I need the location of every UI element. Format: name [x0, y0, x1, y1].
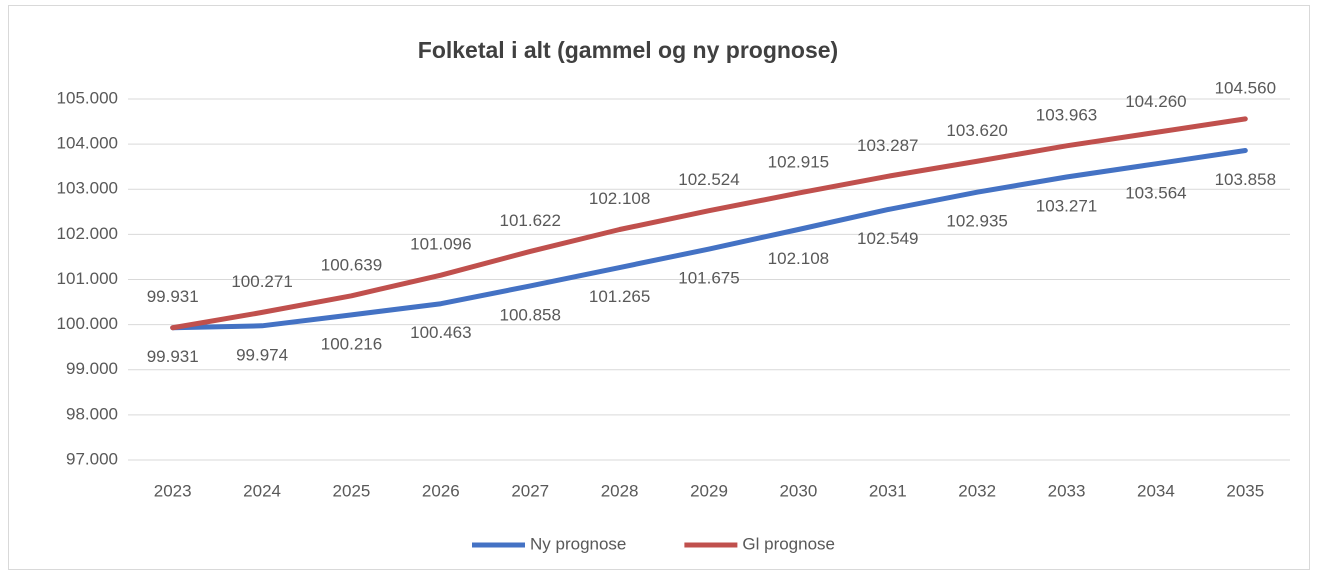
y-tick-label: 105.000	[57, 88, 118, 107]
x-tick-label: 2030	[779, 481, 817, 500]
data-label: 101.265	[589, 287, 650, 306]
data-label: 103.271	[1036, 197, 1097, 216]
data-label: 104.260	[1125, 92, 1186, 111]
series-line	[170, 148, 1248, 331]
x-tick-label: 2034	[1137, 481, 1175, 500]
data-label: 100.216	[321, 334, 382, 353]
data-label: 102.108	[589, 189, 650, 208]
x-tick-label: 2031	[869, 481, 907, 500]
y-tick-label: 101.000	[57, 269, 118, 288]
legend-label: Gl prognose	[742, 534, 835, 553]
data-label: 99.974	[236, 345, 288, 364]
y-tick-label: 99.000	[66, 359, 118, 378]
data-label: 100.858	[500, 305, 561, 324]
x-tick-label: 2023	[154, 481, 192, 500]
data-label: 101.622	[500, 211, 561, 230]
data-label: 99.931	[147, 347, 199, 366]
data-label: 102.935	[946, 212, 1007, 231]
data-label: 103.564	[1125, 183, 1186, 202]
data-label: 103.858	[1215, 170, 1276, 189]
data-label: 101.096	[410, 235, 471, 254]
data-label: 102.549	[857, 229, 918, 248]
x-tick-label: 2032	[958, 481, 996, 500]
y-tick-label: 98.000	[66, 404, 118, 423]
y-tick-label: 100.000	[57, 314, 118, 333]
x-tick-label: 2025	[333, 481, 371, 500]
x-tick-label: 2024	[243, 481, 281, 500]
x-tick-label: 2035	[1226, 481, 1264, 500]
y-tick-label: 97.000	[66, 449, 118, 468]
legend-label: Ny prognose	[530, 534, 626, 553]
y-tick-label: 102.000	[57, 224, 118, 243]
x-tick-label: 2026	[422, 481, 460, 500]
data-label: 103.963	[1036, 105, 1097, 124]
data-label: 103.620	[946, 121, 1007, 140]
x-tick-label: 2027	[511, 481, 549, 500]
y-tick-label: 103.000	[57, 179, 118, 198]
data-label: 100.639	[321, 255, 382, 274]
data-label: 100.271	[231, 272, 292, 291]
chart-border	[8, 5, 1310, 570]
data-label: 104.560	[1215, 78, 1276, 97]
data-label: 101.675	[678, 269, 739, 288]
data-label: 100.463	[410, 323, 471, 342]
data-label: 102.524	[678, 170, 739, 189]
data-label: 99.931	[147, 287, 199, 306]
data-label: 102.108	[768, 249, 829, 268]
x-tick-label: 2033	[1048, 481, 1086, 500]
y-tick-label: 104.000	[57, 134, 118, 153]
data-label: 102.915	[768, 153, 829, 172]
data-label: 103.287	[857, 136, 918, 155]
series-line	[170, 116, 1248, 331]
x-tick-label: 2029	[690, 481, 728, 500]
x-tick-label: 2028	[601, 481, 639, 500]
chart-title: Folketal i alt (gammel og ny prognose)	[418, 37, 838, 63]
